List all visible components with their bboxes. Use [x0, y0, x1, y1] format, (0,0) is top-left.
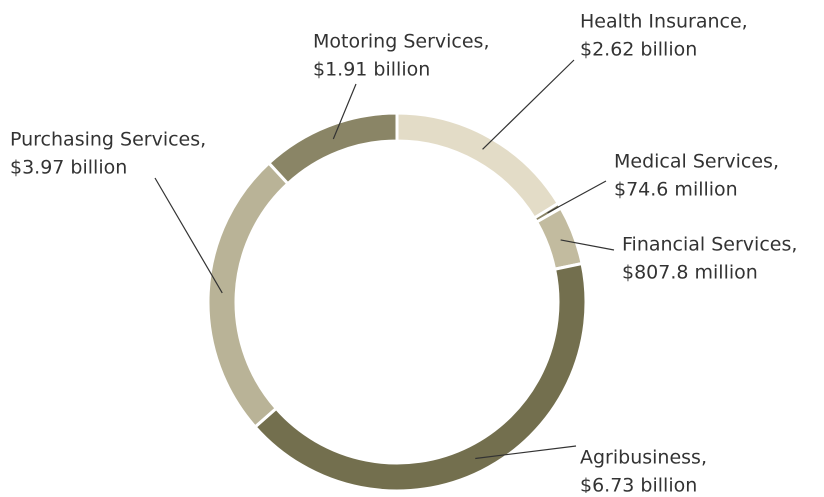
leader-line — [154, 177, 223, 294]
value-label: $1.91 billion — [313, 59, 430, 81]
category-label: Purchasing Services, — [10, 129, 206, 151]
donut-segment — [206, 160, 290, 430]
leader-line — [482, 59, 575, 150]
category-label: Agribusiness, — [580, 447, 707, 469]
value-label: $6.73 billion — [580, 475, 697, 494]
category-label: Financial Services, — [622, 234, 797, 256]
donut-segment — [395, 111, 561, 221]
donut-segment — [266, 111, 399, 186]
leader-line — [475, 445, 577, 460]
value-label: $3.97 billion — [10, 157, 127, 179]
leader-line — [547, 180, 607, 214]
donut-segment — [534, 206, 584, 271]
category-label: Motoring Services, — [313, 31, 489, 53]
category-label: Health Insurance, — [580, 11, 748, 33]
leader-line — [560, 239, 615, 251]
category-label: Medical Services, — [614, 151, 779, 173]
value-label: $807.8 million — [622, 262, 758, 284]
value-label: $74.6 million — [614, 179, 738, 201]
leader-line — [332, 83, 357, 140]
value-label: $2.62 billion — [580, 39, 697, 61]
donut-segment — [253, 261, 588, 493]
